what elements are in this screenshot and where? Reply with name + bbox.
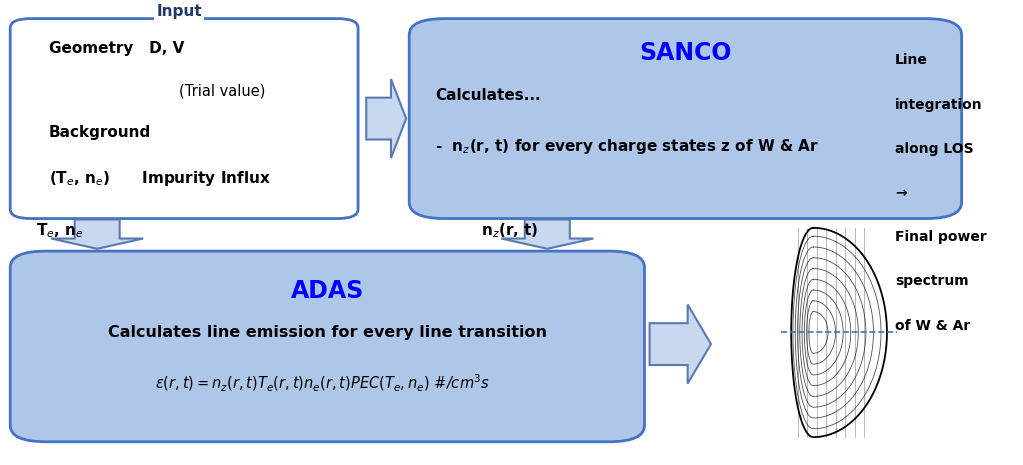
Text: (Trial value): (Trial value) [179, 83, 265, 98]
FancyBboxPatch shape [10, 19, 358, 219]
Text: spectrum: spectrum [895, 274, 969, 288]
Text: Background: Background [49, 125, 151, 140]
Text: along LOS: along LOS [895, 142, 974, 156]
Text: Line: Line [895, 53, 928, 67]
Text: Input: Input [157, 4, 202, 19]
Polygon shape [650, 305, 711, 384]
Polygon shape [366, 79, 406, 158]
Text: →: → [895, 186, 906, 200]
FancyBboxPatch shape [10, 251, 644, 442]
Text: $\varepsilon(r,t) = n_z(r,t)T_e(r,t)n_e(r,t)PEC(T_e,n_e)$ #/cm$^3$s: $\varepsilon(r,t) = n_z(r,t)T_e(r,t)n_e(… [154, 373, 490, 394]
Text: ADAS: ADAS [291, 279, 364, 303]
Text: n$_z$(r, t): n$_z$(r, t) [481, 222, 538, 240]
Text: SANCO: SANCO [639, 41, 731, 66]
Text: (T$_e$, n$_e$)      Impurity Influx: (T$_e$, n$_e$) Impurity Influx [49, 169, 271, 187]
Text: -  n$_z$(r, t) for every charge states z of W & Ar: - n$_z$(r, t) for every charge states z … [435, 137, 818, 156]
Text: integration: integration [895, 98, 983, 112]
Text: of W & Ar: of W & Ar [895, 319, 971, 332]
Text: Final power: Final power [895, 230, 987, 244]
Text: Geometry   D, V: Geometry D, V [49, 41, 184, 56]
Text: T$_e$, n$_e$: T$_e$, n$_e$ [36, 222, 84, 240]
Polygon shape [501, 219, 593, 249]
Text: Calculates...: Calculates... [435, 88, 540, 103]
Text: Calculates line emission for every line transition: Calculates line emission for every line … [107, 325, 547, 340]
FancyBboxPatch shape [409, 19, 962, 219]
Polygon shape [51, 219, 143, 249]
